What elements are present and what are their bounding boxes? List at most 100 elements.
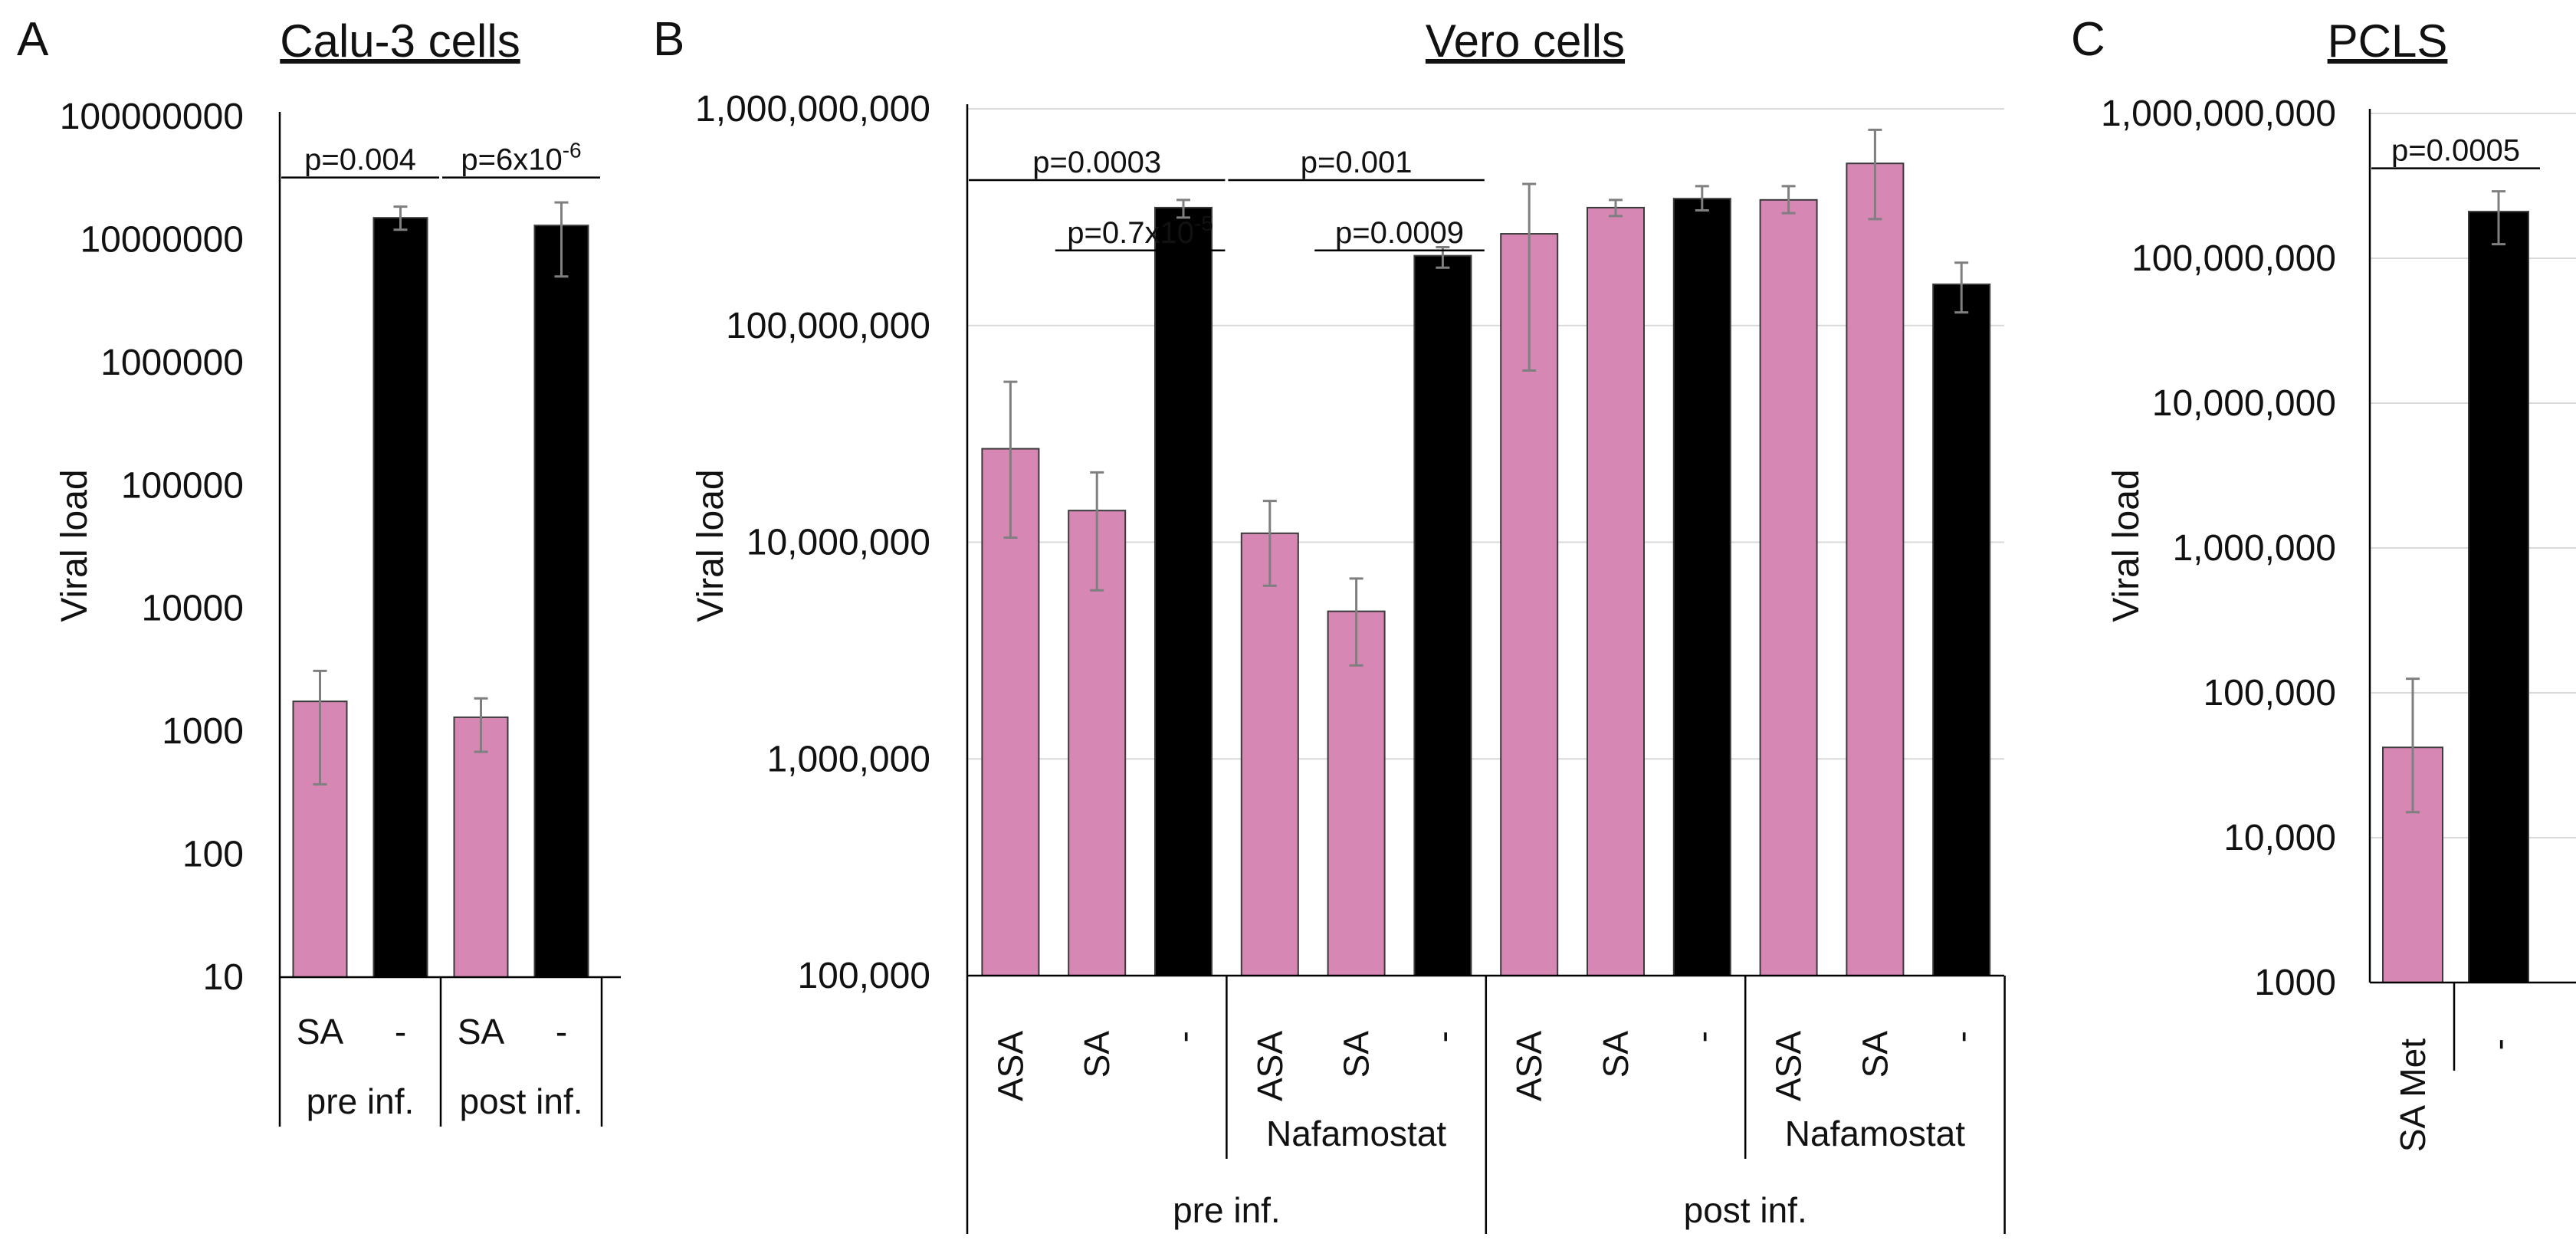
panel-b-title: Vero cells bbox=[1426, 15, 1625, 67]
category-label: SA bbox=[1337, 1031, 1377, 1078]
y-tick-label: 1000000 bbox=[100, 343, 244, 383]
error-bar-c-0 bbox=[2406, 677, 2420, 814]
error-bar-b-6 bbox=[1522, 182, 1537, 372]
group-label: pre inf. bbox=[307, 1081, 415, 1121]
bar-c-1 bbox=[2468, 211, 2529, 984]
panel-c-title: PCLS bbox=[2328, 15, 2448, 67]
error-bar-b-1 bbox=[1090, 471, 1104, 592]
subgroup-label: Nafamostat bbox=[1785, 1114, 1965, 1153]
category-label: SA bbox=[1855, 1031, 1895, 1078]
category-label: - bbox=[1941, 1031, 1981, 1042]
bar-b-11 bbox=[1932, 283, 1991, 976]
category-label: - bbox=[395, 1012, 406, 1052]
error-bar-b-4 bbox=[1349, 577, 1363, 667]
y-tick-label: 10,000,000 bbox=[747, 523, 930, 563]
category-label: SA bbox=[1077, 1031, 1117, 1078]
y-tick-label: 100,000 bbox=[2203, 673, 2336, 714]
error-bar-a-0 bbox=[313, 669, 327, 786]
y-tick-label: 1,000,000,000 bbox=[695, 89, 930, 130]
error-bar-b-11 bbox=[1954, 261, 1969, 314]
y-tick-label: 1,000,000 bbox=[2172, 528, 2336, 569]
panel-b-letter: B bbox=[653, 13, 684, 66]
panel-b-chart: 100,000 1,000,000 10,000,000 100,000,000 1,0… bbox=[695, 89, 2006, 1234]
panel-b-ylabel: Viral load bbox=[691, 469, 731, 622]
error-bar-b-2 bbox=[1176, 198, 1190, 219]
error-bar-b-7 bbox=[1609, 198, 1623, 218]
group-label: post inf. bbox=[1684, 1190, 1807, 1230]
category-label: - bbox=[1423, 1031, 1462, 1042]
bar-b-8 bbox=[1672, 198, 1731, 976]
p-value-annotation: p=0.0005 bbox=[2371, 134, 2540, 169]
p-value-annotation: p=0.7x10-5 bbox=[1055, 212, 1226, 252]
category-label: - bbox=[2479, 1038, 2519, 1050]
y-tick-label: 10000 bbox=[142, 589, 244, 629]
p-value-annotation: p=0.0003 bbox=[969, 146, 1226, 182]
category-label: SA bbox=[1596, 1031, 1636, 1078]
svg-text:p=6x10-6: p=6x10-6 bbox=[461, 139, 581, 177]
panel-c-letter: C bbox=[2071, 13, 2105, 66]
bar-b-5 bbox=[1413, 254, 1472, 976]
panel-a-ylabel: Viral load bbox=[54, 469, 95, 622]
svg-text:p=0.004: p=0.004 bbox=[304, 143, 416, 177]
category-label: - bbox=[1682, 1031, 1722, 1042]
bar-b-3 bbox=[1240, 532, 1299, 976]
y-tick-label: 100,000,000 bbox=[2131, 238, 2336, 279]
category-label: - bbox=[1163, 1031, 1203, 1042]
svg-text:p=0.7x10-5: p=0.7x10-5 bbox=[1067, 212, 1213, 250]
y-tick-label: 1,000,000 bbox=[766, 739, 930, 779]
category-label: ASA bbox=[1509, 1031, 1549, 1101]
category-label: SA Met bbox=[2393, 1038, 2433, 1153]
bar-a-2 bbox=[453, 716, 509, 978]
panel-a-chart: 10 100 1000 10000 100000 1000000 10000000 10000… bbox=[60, 97, 621, 1127]
y-tick-label: 10,000 bbox=[2223, 818, 2336, 858]
p-value-annotation: p=0.004 bbox=[281, 143, 439, 179]
p-value-annotation: p=0.001 bbox=[1228, 146, 1485, 182]
y-tick-label: 1000 bbox=[2254, 963, 2336, 1003]
category-label: ASA bbox=[1769, 1031, 1809, 1101]
group-label: post inf. bbox=[459, 1081, 582, 1121]
y-tick-label: 100,000,000 bbox=[726, 306, 930, 346]
category-label: ASA bbox=[1250, 1031, 1290, 1101]
panel-a-letter: A bbox=[17, 13, 49, 66]
error-bar-b-10 bbox=[1868, 128, 1882, 221]
error-bar-b-8 bbox=[1695, 185, 1709, 212]
subgroup-label: Nafamostat bbox=[1266, 1114, 1446, 1153]
y-tick-label: 1000 bbox=[162, 711, 244, 752]
y-tick-label: 10000000 bbox=[80, 219, 244, 260]
y-tick-label: 10,000,000 bbox=[2152, 383, 2336, 424]
y-tick-label: 100000 bbox=[121, 465, 244, 506]
error-bar-b-3 bbox=[1262, 500, 1277, 587]
error-bar-c-1 bbox=[2492, 190, 2505, 246]
y-tick-label: 100,000 bbox=[797, 956, 930, 996]
category-label: ASA bbox=[990, 1031, 1030, 1101]
y-tick-label: 100 bbox=[182, 835, 244, 875]
error-bar-b-0 bbox=[1003, 380, 1018, 540]
bar-b-2 bbox=[1154, 206, 1213, 977]
bar-a-1 bbox=[372, 217, 428, 978]
y-tick-label: 1,000,000,000 bbox=[2101, 94, 2336, 134]
y-tick-label: 100000000 bbox=[60, 97, 244, 137]
category-label: SA bbox=[297, 1012, 344, 1052]
error-bar-a-1 bbox=[393, 205, 408, 231]
svg-text:p=0.0009: p=0.0009 bbox=[1335, 216, 1464, 250]
svg-text:p=0.0003: p=0.0003 bbox=[1032, 146, 1161, 179]
bar-b-9 bbox=[1759, 198, 1818, 977]
bar-a-3 bbox=[533, 225, 589, 978]
category-label: SA bbox=[458, 1012, 505, 1052]
error-bar-b-9 bbox=[1781, 185, 1796, 215]
panel-c-ylabel: Viral load bbox=[2106, 469, 2147, 622]
panel-a-title: Calu-3 cells bbox=[280, 15, 520, 67]
error-bar-a-2 bbox=[474, 697, 488, 753]
panel-c-chart: 1000 10,000 100,000 1,000,000 10,000,000 100,… bbox=[2101, 94, 2576, 1152]
bar-b-7 bbox=[1587, 206, 1645, 977]
bar-b-10 bbox=[1846, 162, 1905, 976]
error-bar-a-3 bbox=[554, 201, 569, 278]
category-label: - bbox=[556, 1012, 567, 1052]
y-tick-label: 10 bbox=[203, 957, 244, 998]
p-value-annotation: p=0.0009 bbox=[1314, 216, 1485, 252]
svg-text:p=0.001: p=0.001 bbox=[1301, 146, 1413, 179]
svg-text:p=0.0005: p=0.0005 bbox=[2391, 134, 2520, 168]
p-value-annotation: p=6x10-6 bbox=[442, 139, 600, 179]
group-label: pre inf. bbox=[1173, 1190, 1281, 1230]
